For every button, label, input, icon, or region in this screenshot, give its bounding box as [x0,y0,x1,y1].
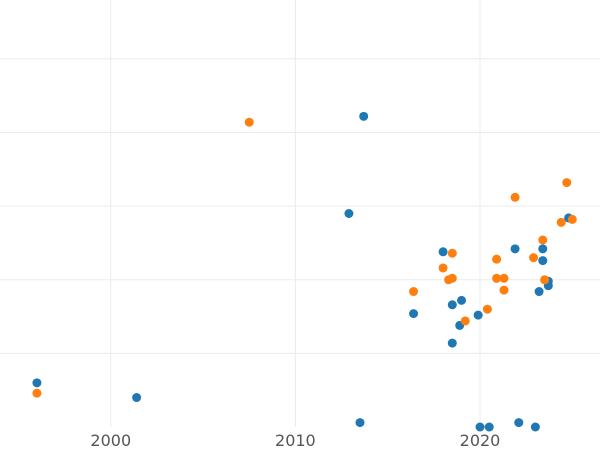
data-point [409,309,419,319]
data-point [562,178,572,188]
data-point [499,285,509,295]
data-point [447,338,457,348]
data-point [344,209,354,218]
data-point [409,287,419,297]
data-point [540,275,550,285]
series-0 [32,111,574,432]
data-point [567,214,577,224]
data-point [556,217,566,227]
x-tick-label: 2000 [90,431,131,450]
grid-layer [0,0,600,427]
x-tick-label: 2010 [275,431,316,450]
x-tick-label: 2020 [460,431,501,450]
data-point [530,422,540,432]
data-point [438,263,448,273]
data-point [244,117,254,127]
data-point [32,378,42,388]
data-point [538,244,548,254]
data-point [538,256,548,266]
data-point [510,192,520,202]
x-tick-layer: 2000 2010 2020 [90,431,500,450]
data-point [447,300,457,310]
data-point [32,388,42,398]
data-point [484,422,494,432]
data-point [514,418,524,428]
data-point [473,310,483,320]
data-point [482,304,492,314]
data-point [499,273,509,283]
data-point [438,247,448,257]
series-1 [32,117,577,398]
data-point [492,273,502,283]
data-point [355,418,365,428]
data-point [447,273,457,283]
data-point [510,244,520,254]
data-point [460,316,470,326]
data-point [475,422,485,432]
data-point [132,393,142,403]
data-point [534,287,544,297]
data-point [538,235,548,245]
data-point [457,295,467,305]
data-point [447,248,457,258]
point-layer [32,111,577,432]
data-point [492,254,502,264]
data-point [359,111,369,121]
data-point [529,253,539,263]
